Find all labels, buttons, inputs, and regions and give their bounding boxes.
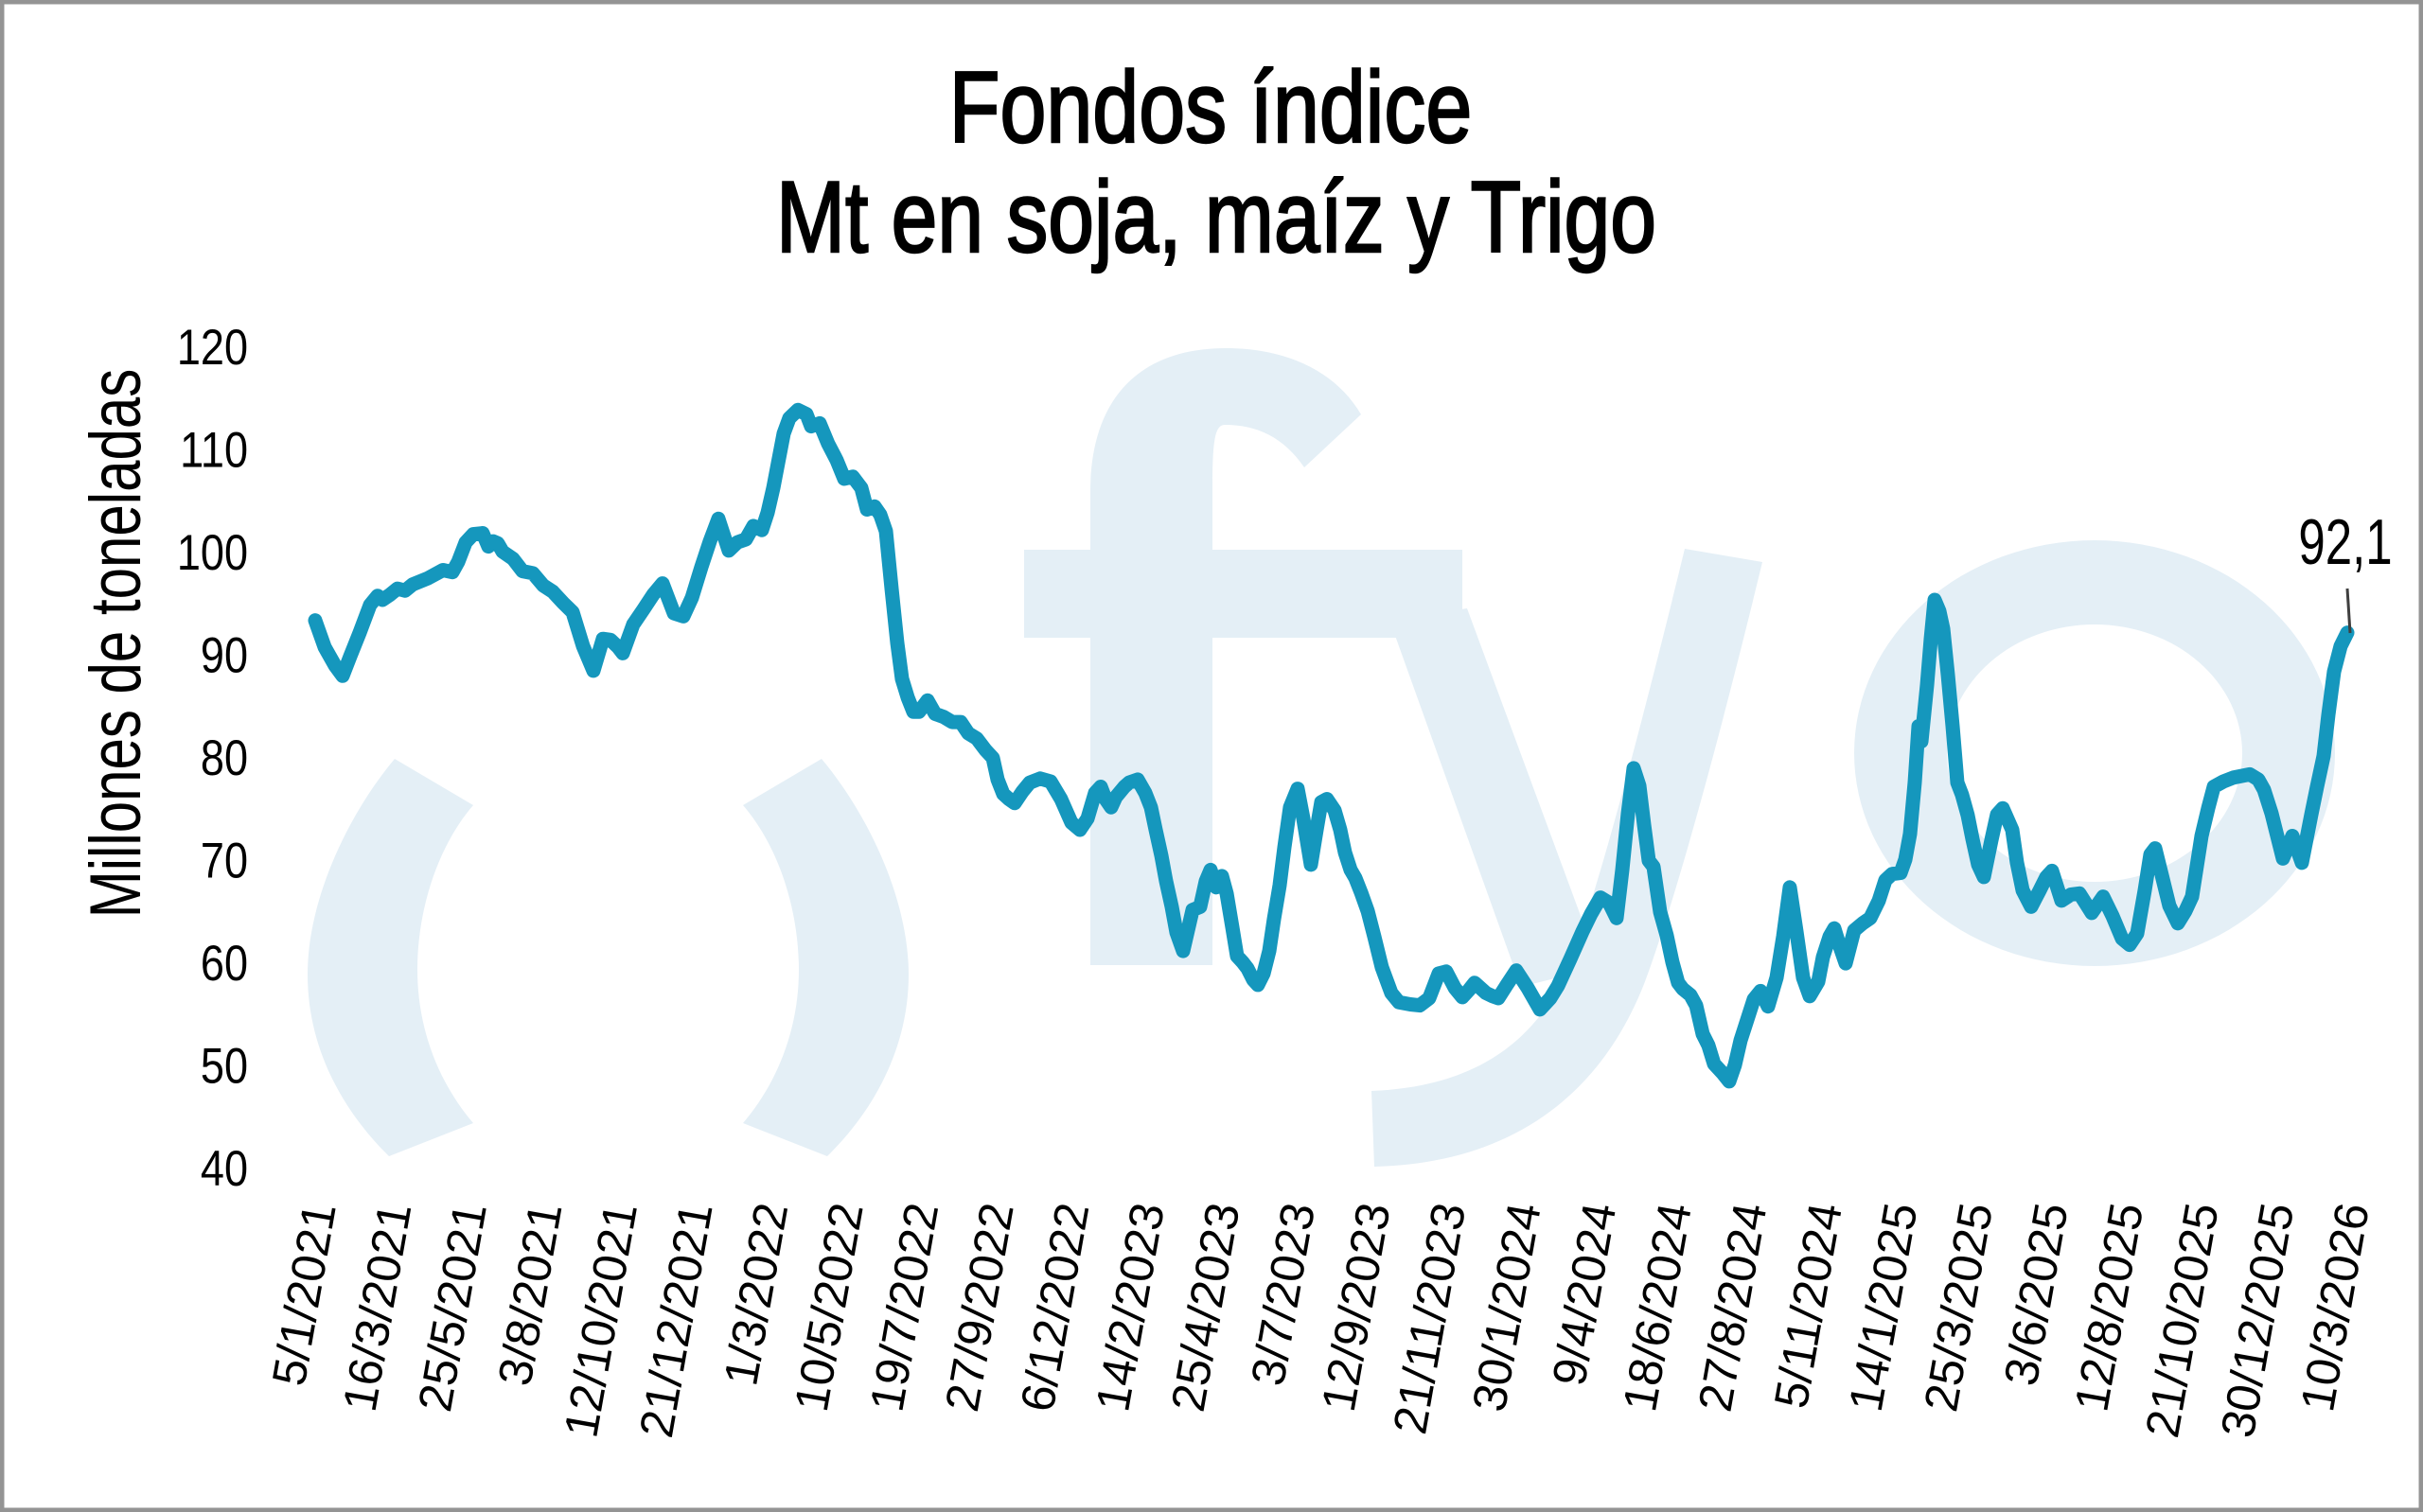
svg-text:70: 70 [201, 833, 248, 888]
svg-text:60: 60 [201, 936, 248, 992]
svg-text:40: 40 [201, 1141, 248, 1197]
svg-text:80: 80 [201, 730, 248, 786]
svg-text:Millones de toneladas: Millones de toneladas [75, 369, 155, 919]
svg-text:110: 110 [180, 422, 248, 478]
svg-text:50: 50 [201, 1038, 248, 1094]
svg-text:120: 120 [177, 320, 248, 376]
svg-text:Mt en soja, maíz y Trigo: Mt en soja, maíz y Trigo [776, 160, 1656, 273]
svg-text:Fondos índice: Fondos índice [949, 50, 1472, 164]
svg-text:100: 100 [177, 525, 248, 581]
svg-text:90: 90 [201, 627, 248, 683]
svg-text:92,1: 92,1 [2298, 506, 2392, 578]
